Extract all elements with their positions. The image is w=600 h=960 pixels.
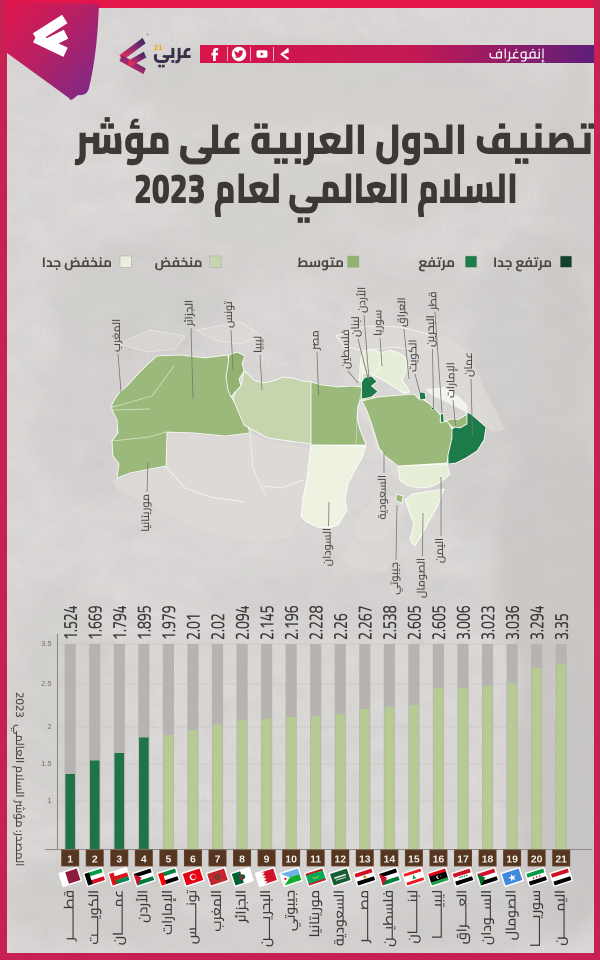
- svg-text:2: 2: [47, 722, 51, 731]
- svg-text:16: 16: [433, 854, 445, 866]
- svg-text:1.5: 1.5: [41, 759, 51, 768]
- svg-text:14: 14: [384, 854, 396, 866]
- svg-text:19: 19: [506, 854, 518, 866]
- svg-text:3: 3: [116, 854, 122, 866]
- svg-text:11: 11: [310, 854, 321, 866]
- svg-text:3.5: 3.5: [41, 639, 51, 648]
- svg-text:1: 1: [67, 854, 73, 866]
- svg-text:20: 20: [531, 854, 543, 866]
- svg-text:15: 15: [408, 854, 420, 866]
- svg-text:2: 2: [92, 854, 98, 866]
- svg-text:1: 1: [47, 796, 51, 805]
- svg-text:17: 17: [457, 854, 469, 866]
- svg-text:10: 10: [285, 854, 297, 866]
- svg-text:21: 21: [555, 854, 567, 866]
- svg-text:12: 12: [334, 854, 346, 866]
- svg-text:18: 18: [482, 854, 494, 866]
- svg-text:7: 7: [215, 854, 221, 866]
- svg-text:6: 6: [190, 854, 196, 866]
- svg-text:2.5: 2.5: [41, 679, 51, 688]
- svg-text:9: 9: [264, 854, 270, 866]
- svg-text:8: 8: [239, 854, 245, 866]
- svg-text:13: 13: [359, 854, 371, 866]
- svg-text:4: 4: [141, 854, 147, 866]
- svg-text:21: 21: [154, 43, 162, 52]
- svg-text:5: 5: [165, 854, 171, 866]
